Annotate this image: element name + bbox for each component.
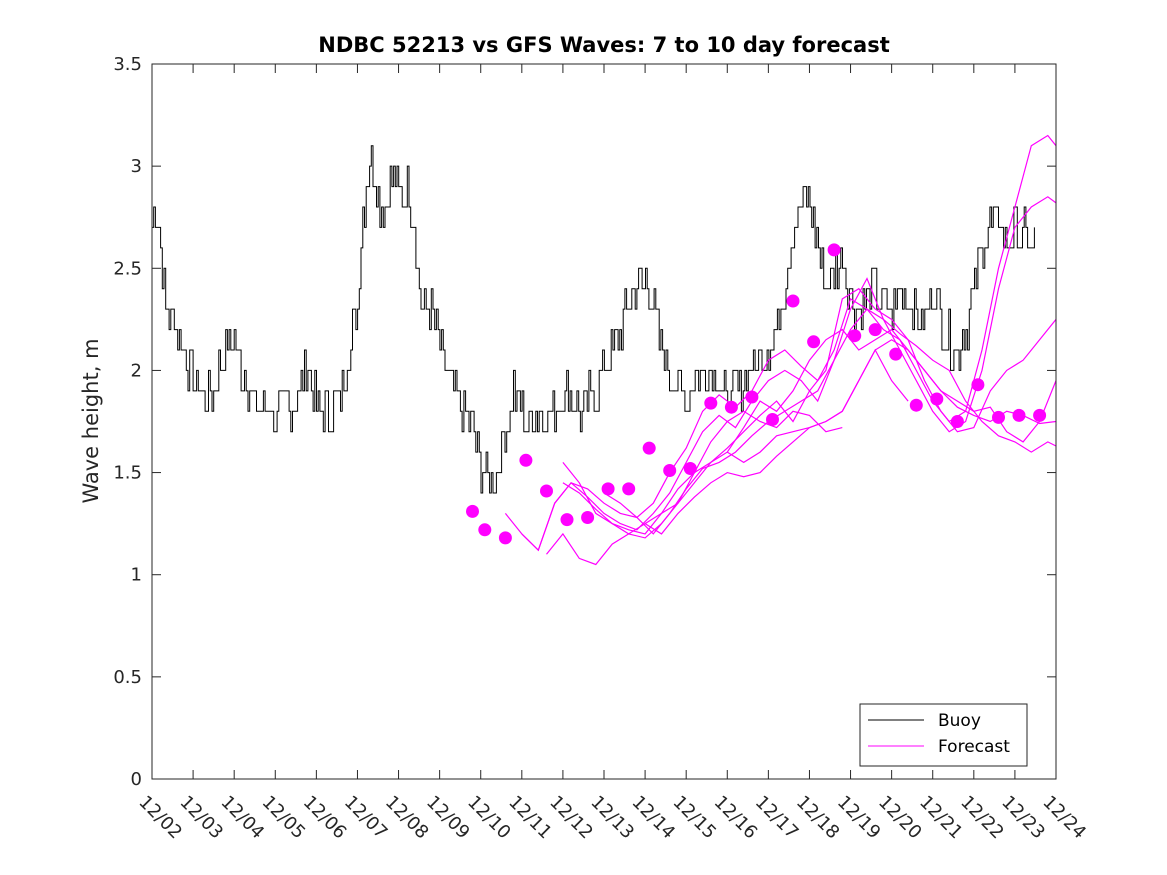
y-tick-label: 2.5 — [113, 258, 142, 279]
forecast-point — [909, 398, 923, 412]
legend-forecast-label: Forecast — [938, 737, 1010, 757]
series-layer — [152, 134, 1056, 566]
y-tick-label: 1 — [131, 565, 142, 586]
forecast-point — [827, 243, 841, 257]
forecast-point — [724, 400, 738, 414]
forecast-point — [807, 335, 821, 349]
forecast-point — [1033, 408, 1047, 422]
y-axis-label: Wave height, m — [79, 338, 103, 503]
buoy-series-line — [152, 145, 1035, 494]
forecast-point — [848, 329, 862, 343]
forecast-line-7 — [726, 348, 909, 464]
forecast-point — [498, 531, 512, 545]
forecast-point — [971, 378, 985, 392]
forecast-line-2 — [521, 196, 1056, 552]
forecast-point — [889, 347, 903, 361]
forecast-line-8 — [562, 410, 843, 539]
legend-buoy-label: Buoy — [938, 711, 981, 731]
forecast-point — [466, 504, 479, 518]
forecast-point — [1012, 408, 1026, 422]
forecast-point — [704, 396, 718, 410]
forecast-point — [540, 484, 553, 498]
chart-title: NDBC 52213 vs GFS Waves: 7 to 10 day for… — [318, 33, 889, 57]
series-clip-group — [152, 134, 1056, 566]
legend-box — [859, 703, 1028, 767]
y-tick-label: 2 — [131, 360, 142, 381]
forecast-point — [560, 513, 574, 527]
forecast-point — [478, 523, 492, 537]
forecast-point — [868, 323, 882, 337]
forecast-line-3 — [546, 287, 1056, 566]
forecast-point — [581, 511, 595, 524]
forecast-point — [683, 462, 697, 475]
forecast-point — [663, 464, 677, 477]
y-tick-label: 0.5 — [113, 667, 142, 688]
forecast-point — [992, 410, 1005, 424]
forecast-point — [950, 415, 964, 428]
y-tick-label: 1.5 — [113, 463, 142, 484]
forecast-point — [930, 392, 944, 406]
forecast-point — [642, 441, 656, 455]
forecast-point — [601, 482, 615, 496]
forecast-point — [622, 482, 636, 496]
y-tick-label: 0 — [131, 769, 142, 790]
y-tick-label: 3 — [131, 156, 142, 177]
legend: Buoy Forecast — [859, 703, 1028, 767]
forecast-point — [519, 453, 533, 467]
plot-area — [152, 64, 1056, 779]
y-tick-label: 3.5 — [113, 54, 142, 75]
forecast-point — [766, 413, 779, 426]
forecast-point — [745, 390, 759, 404]
forecast-point — [786, 294, 800, 308]
forecast-line-1 — [504, 134, 1056, 552]
